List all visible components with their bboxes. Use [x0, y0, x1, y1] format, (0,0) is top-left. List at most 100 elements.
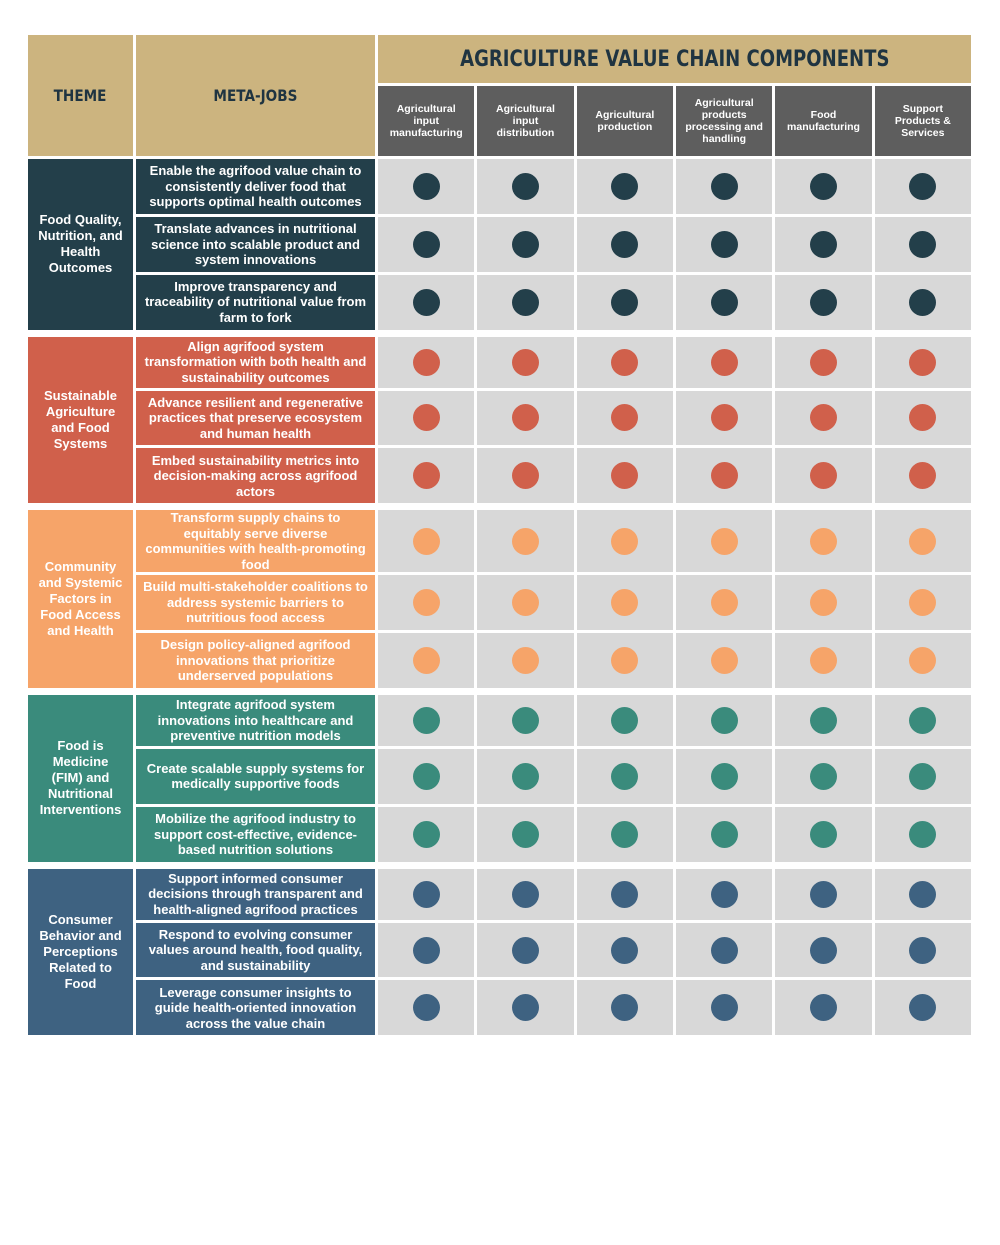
matrix-cell [378, 510, 475, 573]
column-header: Agricultural input manufacturing [378, 86, 475, 156]
components-title: AGRICULTURE VALUE CHAIN COMPONENTS [459, 46, 890, 72]
metajob-cell: Mobilize the agrifood industry to suppor… [136, 806, 375, 862]
metajob-label: Enable the agrifood value chain to consi… [149, 163, 362, 210]
matrix-cell [477, 336, 574, 388]
applicability-dot [412, 404, 440, 432]
matrix-cell [874, 159, 971, 214]
matrix-cell [378, 336, 475, 388]
matrix-cell [775, 748, 872, 804]
matrix-cell [378, 868, 475, 920]
matrix-cell [874, 868, 971, 920]
matrix-cell [676, 274, 773, 330]
matrix-cell [775, 980, 872, 1036]
applicability-dot [809, 230, 837, 258]
metajob-cell: Align agrifood system transformation wit… [136, 336, 375, 388]
value-chain-matrix: THEME META-JOBS AGRICULTURE VALUE CHAIN … [28, 35, 971, 1209]
applicability-dot [909, 936, 937, 964]
matrix-cell [477, 575, 574, 631]
matrix-cell [576, 216, 673, 272]
applicability-dot [809, 820, 837, 848]
metajob-cell: Design policy-aligned agrifood innovatio… [136, 633, 375, 689]
matrix-cell [874, 448, 971, 504]
metajob-label: Transform supply chains to equitably ser… [145, 510, 366, 572]
matrix-cell [576, 159, 673, 214]
matrix-cell [676, 633, 773, 689]
applicability-dot [909, 762, 937, 790]
theme-column-header: THEME [28, 35, 133, 156]
applicability-dot [611, 880, 639, 908]
matrix-cell [775, 575, 872, 631]
matrix-cell [378, 806, 475, 862]
applicability-dot [710, 172, 738, 200]
column-header: Agricultural products processing and han… [676, 86, 773, 156]
applicability-dot [511, 936, 539, 964]
applicability-dot [611, 404, 639, 432]
theme-cell: Community and Systemic Factors in Food A… [28, 510, 133, 689]
metajob-label: Create scalable supply systems for medic… [146, 760, 365, 792]
applicability-dot [909, 589, 937, 617]
matrix-cell [874, 633, 971, 689]
matrix-cell [576, 868, 673, 920]
matrix-cell [477, 633, 574, 689]
matrix-cell [676, 748, 773, 804]
applicability-dot [511, 348, 539, 376]
applicability-dot [511, 288, 539, 316]
applicability-dot [809, 647, 837, 675]
matrix-cell [576, 575, 673, 631]
applicability-dot [412, 880, 440, 908]
applicability-dot [511, 404, 539, 432]
applicability-dot [909, 647, 937, 675]
matrix-cell [874, 922, 971, 978]
matrix-cell [874, 980, 971, 1036]
components-title-header: AGRICULTURE VALUE CHAIN COMPONENTS [378, 35, 971, 83]
matrix-cell [775, 922, 872, 978]
applicability-dot [511, 230, 539, 258]
column-header-label: Food manufacturing [787, 109, 860, 133]
matrix-cell [874, 216, 971, 272]
matrix-cell [874, 336, 971, 388]
matrix-cell [477, 390, 574, 446]
applicability-dot [611, 172, 639, 200]
matrix-cell [775, 274, 872, 330]
applicability-dot [909, 880, 937, 908]
matrix-cell [576, 980, 673, 1036]
applicability-dot [710, 762, 738, 790]
matrix-cell [775, 216, 872, 272]
metajob-label: Design policy-aligned agrifood innovatio… [160, 637, 351, 684]
applicability-dot [511, 762, 539, 790]
applicability-dot [809, 527, 837, 555]
metajob-cell: Translate advances in nutritional scienc… [136, 216, 375, 272]
metajob-cell: Advance resilient and regenerative pract… [136, 390, 375, 446]
applicability-dot [611, 820, 639, 848]
matrix-cell [378, 633, 475, 689]
matrix-cell [477, 922, 574, 978]
matrix-cell [378, 216, 475, 272]
matrix-cell [775, 868, 872, 920]
applicability-dot [611, 527, 639, 555]
theme-cell: Food Quality, Nutrition, and Health Outc… [28, 159, 133, 330]
column-header: Agricultural input distribution [477, 86, 574, 156]
matrix-cell [477, 748, 574, 804]
matrix-cell [576, 510, 673, 573]
matrix-cell [676, 448, 773, 504]
applicability-dot [809, 589, 837, 617]
applicability-dot [909, 348, 937, 376]
matrix-cell [378, 159, 475, 214]
matrix-cell [477, 510, 574, 573]
applicability-dot [809, 288, 837, 316]
applicability-dot [710, 348, 738, 376]
applicability-dot [611, 589, 639, 617]
applicability-dot [611, 348, 639, 376]
matrix-cell [874, 806, 971, 862]
matrix-cell [378, 980, 475, 1036]
matrix-cell [874, 695, 971, 746]
theme-cell: Consumer Behavior and Perceptions Relate… [28, 868, 133, 1036]
matrix-cell [477, 806, 574, 862]
metajob-cell: Integrate agrifood system innovations in… [136, 695, 375, 746]
applicability-dot [809, 172, 837, 200]
applicability-dot [412, 462, 440, 490]
metajob-cell: Embed sustainability metrics into decisi… [136, 448, 375, 504]
applicability-dot [909, 404, 937, 432]
applicability-dot [611, 288, 639, 316]
matrix-cell [775, 510, 872, 573]
